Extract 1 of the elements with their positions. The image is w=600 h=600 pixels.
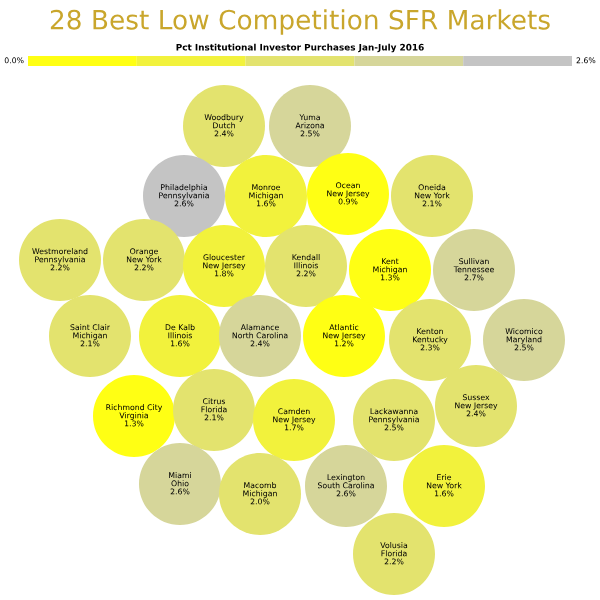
text: 28 Best Low Competition SFR Markets bbox=[50, 9, 550, 35]
